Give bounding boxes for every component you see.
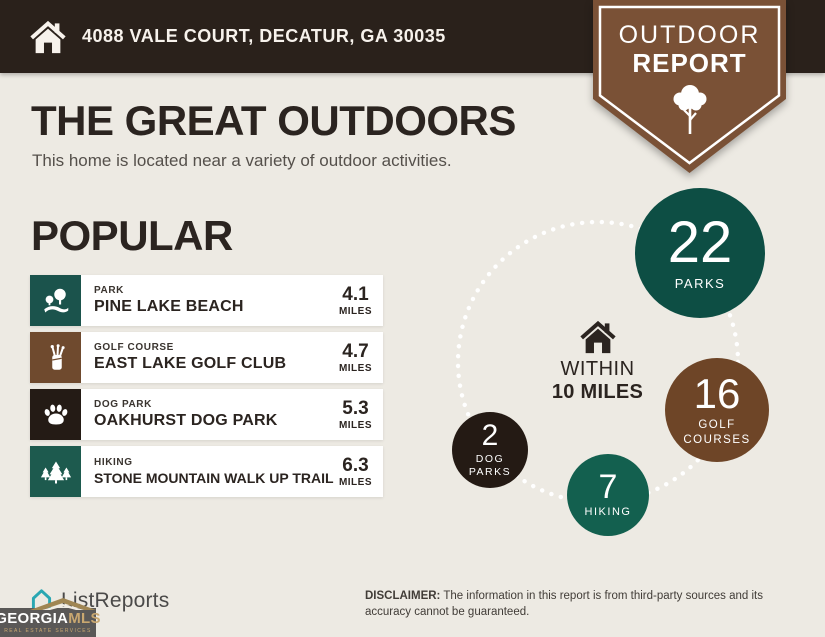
badge-title-line2: REPORT xyxy=(632,48,747,78)
georgiamls-name: GEORGIAMLS xyxy=(0,611,101,626)
item-name: EAST LAKE GOLF CLUB xyxy=(94,355,287,372)
georgiamls-name-part1: GEORGIA xyxy=(0,610,69,627)
within-radius-label: WITHIN 10 MILES xyxy=(530,320,665,404)
category-icon-tile xyxy=(30,446,81,497)
item-distance-block: 6.3 MILES xyxy=(335,446,383,497)
category-icon-tile xyxy=(30,389,81,440)
georgiamls-roof-icon xyxy=(30,598,96,610)
item-distance-block: 4.1 MILES xyxy=(335,275,383,326)
georgiamls-tagline: REAL ESTATE SERVICES xyxy=(4,628,92,634)
list-item-dog-park: DOG PARK OAKHURST DOG PARK 5.3 MILES xyxy=(30,389,383,440)
disclaimer-label: DISCLAIMER: xyxy=(365,590,441,602)
bubble-label: GOLF COURSES xyxy=(683,419,751,446)
item-text: GOLF COURSE EAST LAKE GOLF CLUB xyxy=(81,332,335,383)
disclaimer: DISCLAIMER: The information in this repo… xyxy=(365,589,798,620)
stat-bubble-golf-courses: 16 GOLF COURSES xyxy=(665,358,769,462)
category-icon-tile xyxy=(30,275,81,326)
listreports-wordmark: ListReports xyxy=(61,588,170,612)
bubble-label: DOG PARKS xyxy=(468,452,512,478)
item-name: OAKHURST DOG PARK xyxy=(94,412,278,429)
item-name: STONE MOUNTAIN WALK UP TRAIL xyxy=(94,470,334,486)
item-text: PARK PINE LAKE BEACH xyxy=(81,275,335,326)
page-subtitle: This home is located near a variety of o… xyxy=(32,151,452,170)
list-item-park: PARK PINE LAKE BEACH 4.1 MILES xyxy=(30,275,383,326)
georgiamls-name-part2: MLS xyxy=(68,610,101,627)
center-home-icon xyxy=(579,320,616,354)
category-icon-tile xyxy=(30,332,81,383)
pine-trees-icon xyxy=(40,461,71,483)
bubble-value: 2 xyxy=(481,418,499,452)
property-address: 4088 VALE COURT, DECATUR, GA 30035 xyxy=(82,26,446,46)
item-distance-unit: MILES xyxy=(338,362,372,374)
item-name: PINE LAKE BEACH xyxy=(94,298,244,315)
item-distance: 6.3 xyxy=(342,454,369,476)
bubble-label: HIKING xyxy=(584,506,632,519)
listreports-logo: ListReports xyxy=(28,587,169,614)
item-text: HIKING STONE MOUNTAIN WALK UP TRAIL xyxy=(81,446,335,497)
item-distance-unit: MILES xyxy=(338,419,372,431)
item-category: GOLF COURSE xyxy=(94,342,174,353)
bubble-value: 16 xyxy=(693,370,741,418)
list-item-golf-course: GOLF COURSE EAST LAKE GOLF CLUB 4.7 MILE… xyxy=(30,332,383,383)
list-item-hiking: HIKING STONE MOUNTAIN WALK UP TRAIL 6.3 … xyxy=(30,446,383,497)
bubble-value: 22 xyxy=(667,209,733,275)
item-distance-unit: MILES xyxy=(338,476,372,488)
stat-bubble-hiking: 7 HIKING xyxy=(567,454,649,536)
home-icon xyxy=(30,20,66,53)
page-title: THE GREAT OUTDOORS xyxy=(31,97,516,144)
paw-icon xyxy=(44,404,67,424)
park-icon xyxy=(43,288,68,312)
item-distance: 5.3 xyxy=(342,397,369,419)
badge-title-line1: OUTDOOR xyxy=(618,21,761,49)
bubble-value: 7 xyxy=(598,468,618,507)
within-label-line1: WITHIN xyxy=(560,358,635,380)
item-distance: 4.7 xyxy=(342,340,369,362)
stat-bubble-dog-parks: 2 DOG PARKS xyxy=(452,412,528,488)
listreports-house-icon xyxy=(31,589,52,612)
georgiamls-logo: GEORGIAMLS REAL ESTATE SERVICES xyxy=(0,598,100,637)
item-distance-block: 4.7 MILES xyxy=(335,332,383,383)
item-distance-block: 5.3 MILES xyxy=(335,389,383,440)
disclaimer-text: The information in this report is from t… xyxy=(365,590,763,618)
item-category: PARK xyxy=(94,285,124,296)
item-distance: 4.1 xyxy=(342,283,369,305)
popular-heading: POPULAR xyxy=(31,212,233,259)
item-category: HIKING xyxy=(94,457,133,468)
outdoor-report-badge: OUTDOOR REPORT xyxy=(593,0,786,173)
popular-list: PARK PINE LAKE BEACH 4.1 MILES xyxy=(30,275,383,503)
golf-bag-icon xyxy=(50,343,65,370)
stat-bubble-parks: 22 PARKS xyxy=(635,188,765,318)
bubble-label: PARKS xyxy=(674,275,726,291)
item-category: DOG PARK xyxy=(94,399,152,410)
within-label-line2: 10 MILES xyxy=(551,381,644,403)
item-distance-unit: MILES xyxy=(338,305,372,317)
item-text: DOG PARK OAKHURST DOG PARK xyxy=(81,389,335,440)
tree-icon xyxy=(673,85,706,134)
